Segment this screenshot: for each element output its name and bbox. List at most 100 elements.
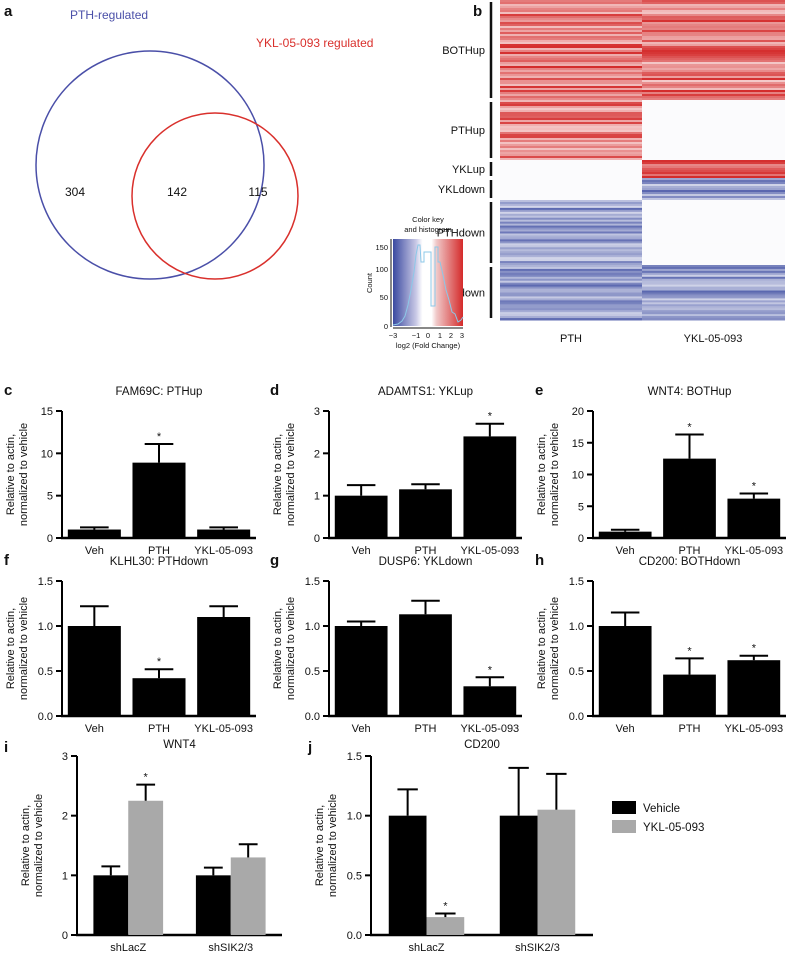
- chart-j: j CD200 Relative to actin, normalized to ve…: [307, 739, 593, 954]
- heatmap-cell-stripe: [642, 140, 785, 143]
- bar: [67, 626, 121, 716]
- heatmap-cell-stripe: [500, 162, 642, 165]
- heatmap-row-label: BOTHup: [442, 45, 485, 57]
- heatmap-cell-stripe: [642, 261, 785, 264]
- heatmap-cell-stripe: [500, 156, 642, 159]
- heatmap-cell-stripe: [642, 245, 785, 248]
- heatmap-cell-stripe: [500, 84, 642, 87]
- color-key-histogram: [392, 244, 464, 326]
- bar: [537, 809, 576, 935]
- heatmap-cell-stripe: [500, 20, 642, 23]
- heatmap-cell-stripe: [500, 64, 642, 67]
- heatmap-cell-stripe: [500, 198, 642, 201]
- y-tick-label: 10: [41, 448, 53, 460]
- heatmap-cell-stripe: [500, 14, 642, 17]
- heatmap-cell-stripe: [500, 243, 642, 246]
- heatmap-cell-stripe: [642, 52, 785, 55]
- heatmap-cell-stripe: [642, 80, 785, 83]
- bar: [197, 529, 251, 538]
- heatmap-cell-stripe: [642, 294, 785, 297]
- bar: [399, 489, 452, 538]
- heatmap-cell-stripe: [642, 112, 785, 115]
- heatmap-cell-stripe: [642, 184, 785, 187]
- heatmap-cell-stripe: [642, 146, 785, 149]
- heatmap-cell-stripe: [500, 32, 642, 35]
- legend-swatch-vehicle: [612, 801, 636, 814]
- heatmap-cell-stripe: [642, 36, 785, 39]
- heatmap-cell-stripe: [642, 243, 785, 246]
- x-tick-label: Veh: [85, 545, 104, 557]
- bar: [132, 462, 186, 538]
- heatmap-cell-stripe: [500, 106, 642, 109]
- heatmap-cell-stripe: [500, 116, 642, 119]
- color-key-xtick: 0: [426, 331, 430, 340]
- legend-label-ykl: YKL-05-093: [643, 822, 704, 834]
- heatmap-cell-stripe: [500, 237, 642, 240]
- heatmap-cell-stripe: [642, 44, 785, 47]
- heatmap-cell-stripe: [642, 211, 785, 215]
- heatmap-cell-stripe: [642, 158, 785, 161]
- heatmap-cell-stripe: [642, 152, 785, 155]
- heatmap-cell-stripe: [500, 316, 642, 319]
- x-tick-label: PTH: [415, 545, 437, 557]
- heatmap-cell-stripe: [642, 270, 785, 274]
- y-tick-label: 0: [62, 930, 68, 942]
- y-tick-label: 0.5: [305, 666, 320, 678]
- significance-marker: *: [752, 481, 757, 493]
- heatmap-cell-stripe: [500, 6, 642, 9]
- y-axis-label: normalized to vehicle: [327, 794, 339, 897]
- heatmap-cell-stripe: [500, 196, 642, 199]
- bar: [663, 674, 716, 716]
- heatmap-cell-stripe: [642, 128, 785, 131]
- heatmap-cell-stripe: [642, 310, 785, 313]
- heatmap-cell-stripe: [642, 8, 785, 11]
- heatmap-cell-stripe: [642, 66, 785, 69]
- heatmap-cell-stripe: [642, 136, 785, 139]
- heatmap-cell-stripe: [500, 318, 642, 321]
- heatmap-cell-stripe: [500, 217, 642, 221]
- heatmap-row-labels: BOTHupPTHupYKLupYKLdownPTHdownBOTHdown: [428, 2, 493, 318]
- heatmap-cell-stripe: [642, 198, 785, 201]
- heatmap-cell-stripe: [642, 26, 785, 29]
- heatmap-cell-stripe: [642, 209, 785, 213]
- heatmap-cell-stripe: [642, 48, 785, 51]
- heatmap-cell-stripe: [642, 178, 785, 181]
- heatmap-cell-stripe: [642, 12, 785, 15]
- heatmap-cell-stripe: [642, 130, 785, 133]
- heatmap-cell-stripe: [500, 302, 642, 305]
- y-tick-label: 0: [314, 533, 320, 545]
- heatmap-cell-stripe: [642, 237, 785, 240]
- heatmap-cell-stripe: [642, 316, 785, 319]
- color-key-title-1: Color key: [412, 215, 444, 224]
- y-axis-label: normalized to vehicle: [285, 597, 297, 700]
- heatmap-cell-stripe: [500, 211, 642, 215]
- heatmap-cell-stripe: [642, 38, 785, 41]
- heatmap-cell-stripe: [500, 205, 642, 209]
- venn-diagram: a PTH-regulated YKL-05-093 regulated 304…: [4, 3, 373, 280]
- heatmap-cell-stripe: [642, 132, 785, 135]
- heatmap-cell-stripe: [500, 52, 642, 55]
- heatmap-cell-stripe: [500, 188, 642, 191]
- heatmap-cell-stripe: [500, 225, 642, 229]
- heatmap-cell-stripe: [642, 124, 785, 127]
- chart-title: KLHL30: PTHdown: [110, 556, 208, 568]
- y-tick-label: 1.5: [569, 576, 584, 588]
- heatmap-cell-stripe: [500, 178, 642, 181]
- heatmap-cell-stripe: [500, 130, 642, 133]
- venn-circle-pth: [35, 50, 265, 280]
- bar: [663, 458, 716, 538]
- heatmap-cell-stripe: [642, 284, 785, 288]
- heatmap-cell-stripe: [500, 233, 642, 236]
- heatmap-cell-stripe: [500, 300, 642, 303]
- heatmap-cell-stripe: [642, 20, 785, 23]
- heatmap-cell-stripe: [642, 166, 785, 169]
- color-key-ylabel: Count: [365, 272, 374, 293]
- heatmap-cell-stripe: [642, 122, 785, 125]
- panel-label: j: [307, 739, 312, 756]
- heatmap-cell-stripe: [500, 12, 642, 15]
- heatmap-cell-stripe: [642, 268, 785, 272]
- heatmap-cell-stripe: [500, 102, 642, 105]
- heatmap-cell-stripe: [642, 116, 785, 119]
- heatmap-row-label: PTHdown: [437, 228, 485, 240]
- heatmap-cell-stripe: [642, 194, 785, 197]
